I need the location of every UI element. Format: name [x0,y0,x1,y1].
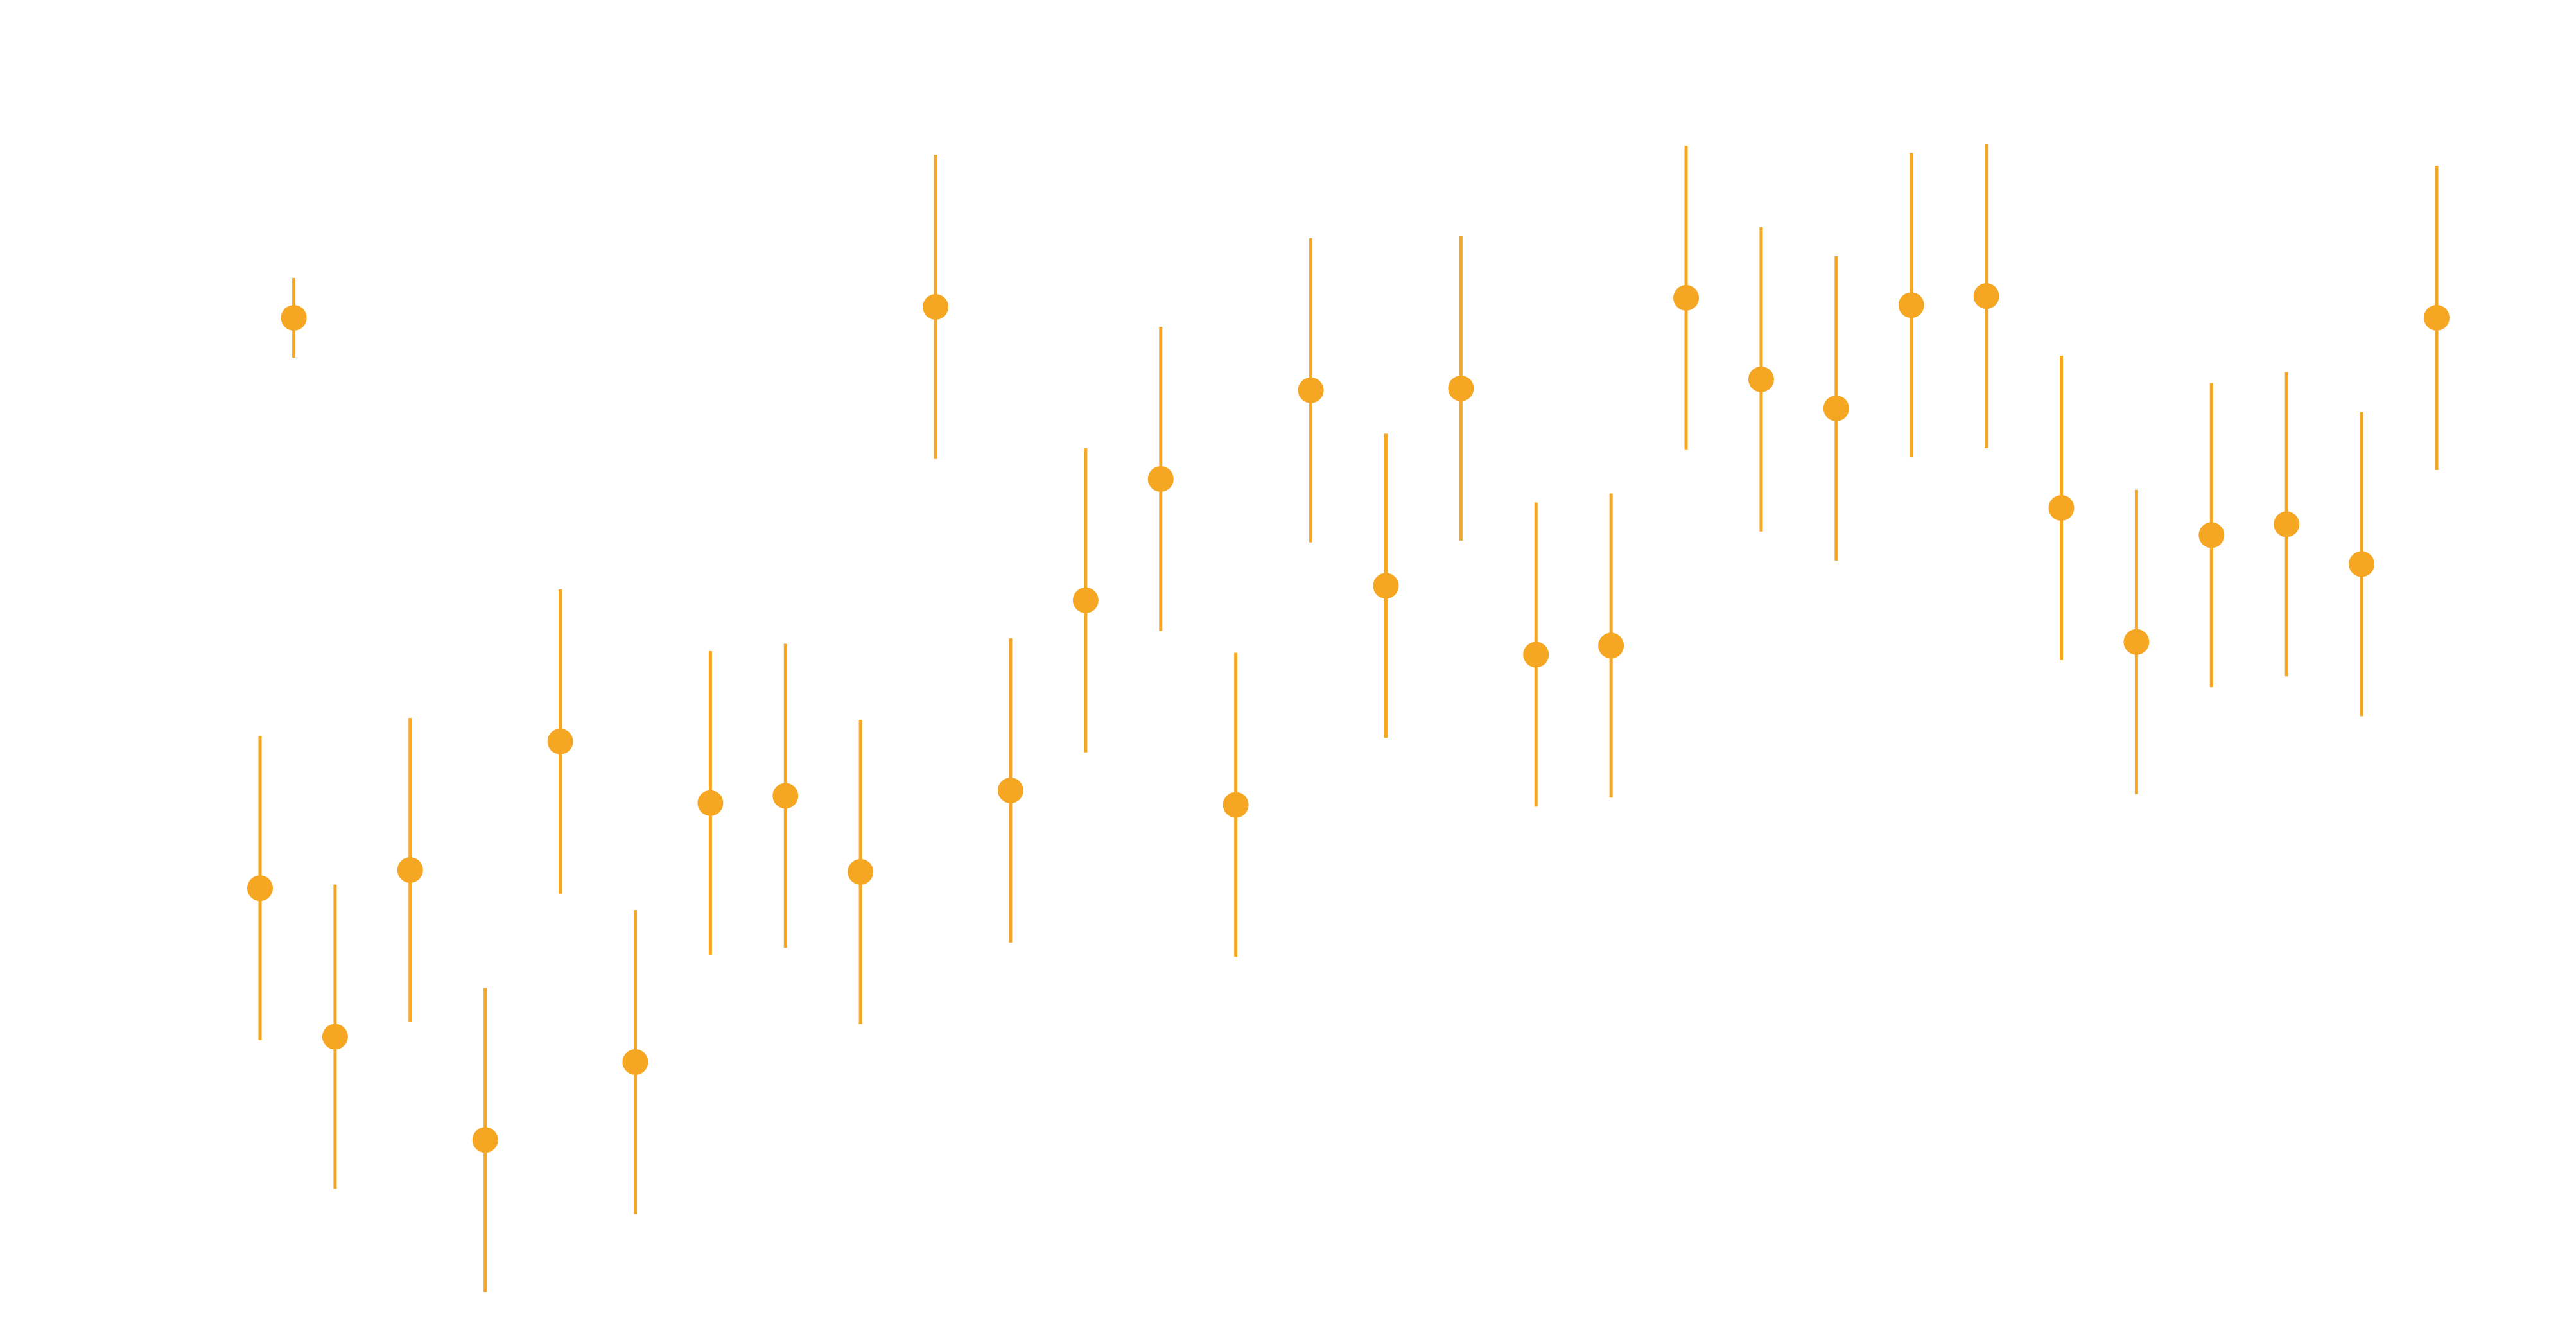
data-point-group [1373,433,1399,738]
data-point-group [281,277,307,358]
data-point-marker [281,304,307,331]
data-point-group [2424,166,2450,470]
data-point-marker [2274,511,2300,537]
data-point-group [2198,383,2225,688]
data-point-marker [2424,304,2450,331]
data-point-marker [1448,375,1474,401]
data-point-group [1748,227,1774,532]
data-point-marker [1748,366,1774,392]
data-point-marker [2198,522,2225,548]
data-point-group [2349,412,2375,717]
data-point-group [1147,327,1174,631]
data-point-group [923,155,949,459]
data-point-marker [322,1024,348,1050]
data-point-marker [1898,292,1924,318]
data-point-marker [2048,495,2075,521]
data-point-group [1072,448,1099,753]
data-point-group [1448,236,1474,541]
data-point-marker [472,1127,498,1153]
data-point-group [622,910,648,1214]
data-point-marker [2349,551,2375,577]
data-point-group [547,589,573,894]
data-point-group [1523,502,1549,807]
data-point-marker [1523,641,1549,668]
data-point-marker [1373,573,1399,599]
data-point-marker [622,1049,648,1075]
data-point-marker [923,294,949,320]
data-point-marker [1823,395,1849,421]
data-point-marker [1223,792,1249,818]
data-point-marker [848,858,874,885]
data-point-marker [1598,632,1624,659]
data-point-group [2123,489,2150,794]
data-point-group [247,736,273,1041]
data-point-group [997,638,1023,943]
data-point-group [2048,356,2075,660]
data-point-group [2274,372,2300,677]
data-point-group [472,988,498,1293]
data-point-group [322,884,348,1189]
data-point-marker [1072,587,1099,613]
data-point-group [848,719,874,1024]
data-point-group [1223,652,1249,957]
data-point-group [1898,153,1924,458]
data-point-marker [1973,283,1999,309]
data-point-marker [247,875,273,902]
data-point-marker [547,728,573,754]
data-point-group [1598,493,1624,798]
data-point-marker [1673,284,1700,311]
data-point-marker [697,790,724,816]
data-point-marker [397,857,423,884]
data-point-marker [1147,466,1174,492]
data-point-group [397,718,423,1022]
data-point-group [1673,146,1700,450]
data-point-marker [1298,377,1324,403]
data-point-group [1823,256,1849,561]
plot-area [247,144,2450,1293]
data-point-marker [997,777,1023,803]
data-point-marker [772,783,799,809]
data-point-marker [2123,629,2150,655]
data-point-group [1973,144,1999,448]
data-point-group [772,643,799,948]
data-point-group [1298,238,1324,543]
data-point-group [697,650,724,955]
